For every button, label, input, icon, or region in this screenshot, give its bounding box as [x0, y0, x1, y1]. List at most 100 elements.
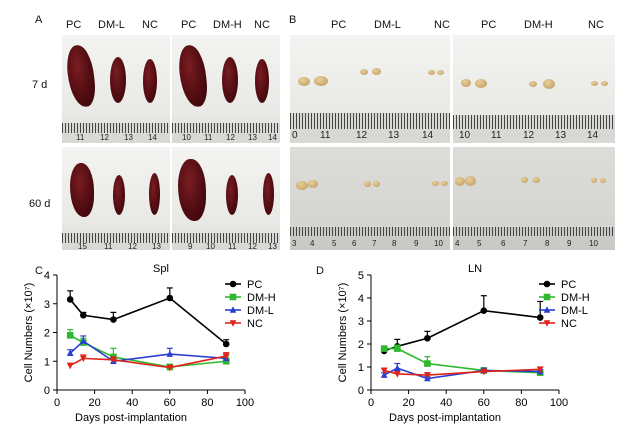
- lymph-node: [437, 70, 444, 75]
- panel-b-label-nc-left: NC: [434, 19, 450, 31]
- legend-marker: [543, 320, 551, 327]
- ruler: 15 11 12 13: [62, 233, 170, 250]
- ruler-number: 9: [567, 239, 572, 248]
- panel-c-letter: C: [35, 265, 43, 277]
- ruler-number: 13: [248, 133, 257, 142]
- data-point-nc: [166, 364, 174, 372]
- legend-label: PC: [247, 279, 262, 291]
- lymph-node: [533, 177, 540, 183]
- ruler-number: 10: [589, 239, 598, 248]
- ruler-number: 9: [414, 239, 419, 248]
- chart-title: Spl: [153, 263, 169, 275]
- ruler: 11 12 13 14: [62, 123, 170, 143]
- spleen-nc: [263, 173, 274, 215]
- panel-a-label-dmh: DM-H: [213, 19, 242, 31]
- ruler-number: 7: [523, 239, 528, 248]
- spleen-pc: [178, 159, 206, 221]
- ruler-number: 4: [455, 239, 460, 248]
- lymph-node: [601, 81, 608, 86]
- lymph-node: [372, 68, 381, 75]
- photo-spleen-7d-dml: 11 12 13 14: [62, 35, 170, 143]
- y-tick-label: 1: [358, 362, 364, 374]
- spleen-dml: [113, 175, 125, 215]
- ruler-number: 4: [310, 239, 315, 248]
- photo-spleen-60d-dmh: 9 10 11 12 13: [172, 147, 280, 250]
- data-point-dm-h: [66, 332, 74, 339]
- ruler-number: 11: [228, 242, 237, 250]
- ruler-number: 13: [555, 130, 567, 141]
- lymph-node: [600, 178, 606, 183]
- ruler-number: 6: [352, 239, 357, 248]
- ruler: 0 11 12 13 14: [290, 113, 450, 143]
- ruler-number: 8: [545, 239, 550, 248]
- ruler-number: 9: [188, 242, 193, 250]
- series-line-dm-h: [69, 334, 227, 368]
- x-axis-label: Days post-implantation: [389, 412, 501, 424]
- series-line-pc: [69, 297, 227, 345]
- legend-label: NC: [247, 318, 263, 330]
- legend-label: DM-L: [247, 305, 274, 317]
- ruler-number: 5: [477, 239, 482, 248]
- data-point-dm-l: [380, 371, 388, 378]
- panel-a-label-pc-left: PC: [66, 19, 82, 31]
- legend-label: DM-L: [561, 305, 588, 317]
- ruler-number: 12: [100, 133, 109, 142]
- ruler: 4 5 6 7 8 9 10: [453, 227, 615, 250]
- spleen-dml: [110, 57, 126, 103]
- lymph-node: [521, 177, 528, 183]
- spleen-nc: [149, 173, 160, 215]
- ruler-number: 11: [204, 133, 213, 142]
- ruler-number: 13: [152, 242, 161, 250]
- legend-marker: [543, 293, 551, 301]
- panel-d-letter: D: [316, 265, 324, 277]
- x-axis-label: Days post-implantation: [75, 412, 187, 424]
- legend-marker: [543, 280, 551, 288]
- y-tick-label: 2: [44, 328, 50, 340]
- ruler-number: 13: [388, 130, 400, 141]
- ruler: 10 11 12 13 14: [172, 123, 280, 143]
- x-tick-label: 100: [550, 397, 568, 409]
- lymph-node: [432, 181, 439, 186]
- data-point-dm-h: [394, 345, 401, 352]
- x-tick-label: 60: [478, 397, 490, 409]
- y-tick-label: 0: [44, 385, 50, 397]
- data-point-pc: [166, 294, 174, 302]
- x-tick-label: 60: [164, 397, 176, 409]
- ruler-number: 8: [392, 239, 397, 248]
- chart-lymph-node: LN 0 1 2 3 4 5 0 20 40 60 80 100 Days post-implantati…: [337, 263, 590, 424]
- y-axis-label: Cell Numbers (×10⁷): [337, 283, 349, 383]
- ruler-number: 10: [434, 239, 443, 248]
- ruler-number: 13: [268, 242, 277, 250]
- x-tick-label: 80: [515, 397, 527, 409]
- photo-ln-7d-dml: 0 11 12 13 14: [290, 35, 450, 143]
- y-tick-label: 2: [358, 339, 364, 351]
- data-point-pc: [480, 307, 488, 314]
- lymph-node: [296, 181, 308, 190]
- lymph-node: [591, 178, 597, 183]
- ruler-number: 10: [206, 242, 215, 250]
- ruler-number: 12: [523, 130, 535, 141]
- photo-spleen-7d-dmh: 10 11 12 13 14: [172, 35, 280, 143]
- ruler-number: 11: [320, 130, 331, 141]
- lymph-node: [308, 180, 318, 188]
- legend-marker: [229, 306, 237, 313]
- spleen-dmh: [222, 57, 238, 103]
- y-tick-label: 4: [44, 270, 50, 282]
- series-line-nc: [69, 355, 227, 369]
- panel-a-label-pc-right: PC: [181, 19, 197, 31]
- ruler-number: 12: [356, 130, 368, 141]
- panel-b-label-pc-right: PC: [481, 19, 497, 31]
- legend-marker: [229, 280, 237, 288]
- row-label-60d: 60 d: [29, 198, 51, 210]
- panel-b-label-dml: DM-L: [374, 19, 401, 31]
- data-point-dm-h: [380, 345, 388, 352]
- ruler-number: 3: [292, 239, 297, 248]
- ruler-number: 12: [248, 242, 257, 250]
- x-tick-label: 0: [54, 397, 60, 409]
- ruler-number: 14: [422, 130, 434, 141]
- photo-ln-60d-dml: 3 4 5 6 7 8 9 10: [290, 147, 450, 250]
- legend-marker: [543, 306, 551, 313]
- ruler-number: 12: [128, 242, 137, 250]
- x-tick-label: 40: [440, 397, 452, 409]
